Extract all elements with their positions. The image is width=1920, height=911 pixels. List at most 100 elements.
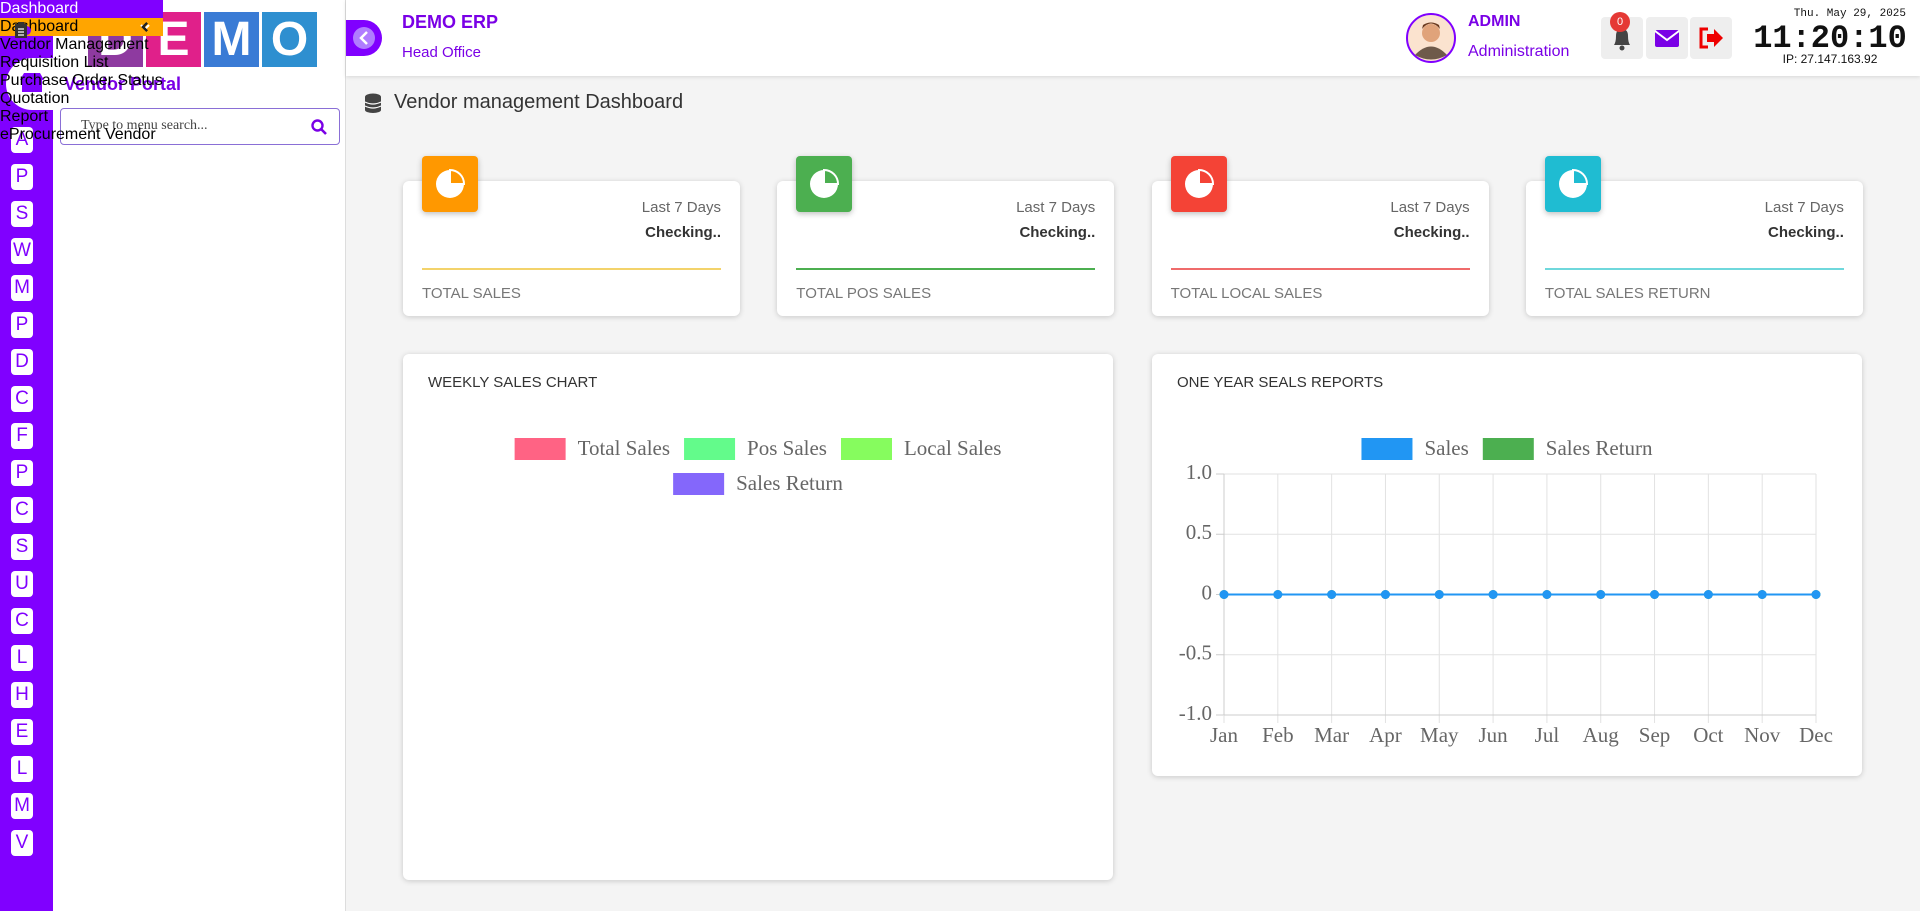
y-tick-label: -0.5 bbox=[1179, 641, 1212, 665]
x-tick-label: Aug bbox=[1583, 723, 1620, 747]
legend-label: Sales Return bbox=[1546, 436, 1653, 460]
y-tick-label: 1.0 bbox=[1186, 460, 1212, 484]
letter-link[interactable]: F bbox=[11, 423, 33, 449]
x-tick-label: Sep bbox=[1639, 723, 1671, 747]
x-tick-label: Apr bbox=[1369, 723, 1402, 747]
user-name: ADMIN bbox=[1468, 13, 1521, 30]
legend-swatch bbox=[1482, 438, 1534, 460]
letter-link[interactable]: A bbox=[11, 127, 33, 153]
letter-link[interactable]: H bbox=[11, 682, 33, 708]
stat-period: Last 7 Days bbox=[1016, 199, 1096, 216]
letter-link[interactable]: V bbox=[11, 830, 33, 856]
page-title: Vendor management Dashboard bbox=[394, 91, 684, 113]
yearly-chart-card bbox=[1152, 354, 1862, 776]
logo-letter: O bbox=[262, 12, 317, 67]
x-tick-label: Nov bbox=[1744, 723, 1781, 747]
menu-label: Purchase Order Status bbox=[0, 72, 163, 89]
letter-link[interactable]: C bbox=[11, 386, 33, 412]
menu-label: Requisition List bbox=[0, 54, 109, 71]
stat-period: Last 7 Days bbox=[1390, 199, 1470, 216]
y-tick-label: 0 bbox=[1202, 580, 1213, 604]
legend-label: Local Sales bbox=[904, 436, 1001, 460]
title-icon bbox=[364, 93, 382, 113]
menu-label: eProcurement Vendor bbox=[0, 126, 156, 143]
x-tick-label: Jul bbox=[1535, 723, 1560, 747]
x-tick-label: Dec bbox=[1799, 723, 1833, 747]
notification-badge: 0 bbox=[1610, 12, 1630, 32]
letter-link[interactable]: M bbox=[11, 275, 33, 301]
clock: 11:20:10 bbox=[1753, 20, 1907, 57]
stat-rule bbox=[796, 268, 1096, 270]
avatar bbox=[1406, 13, 1456, 63]
x-tick-label: Feb bbox=[1262, 723, 1294, 747]
menu-label: Report bbox=[0, 108, 49, 125]
logout-button[interactable] bbox=[1690, 17, 1732, 59]
notifications-button[interactable] bbox=[1601, 17, 1643, 59]
app-title: DEMO ERP bbox=[402, 12, 499, 32]
mail-button[interactable] bbox=[1646, 17, 1688, 59]
line-point bbox=[1488, 590, 1498, 599]
legend-swatch bbox=[1361, 438, 1413, 460]
legend-label: Sales Return bbox=[736, 471, 843, 495]
letter-link[interactable]: U bbox=[11, 571, 33, 597]
legend-swatch bbox=[840, 438, 892, 460]
stat-icon bbox=[422, 156, 478, 212]
menu-label: Vendor Management bbox=[0, 36, 149, 53]
ip-address: IP: 27.147.163.92 bbox=[1782, 52, 1878, 66]
search-placeholder: Type to menu search... bbox=[81, 118, 208, 133]
x-tick-label: Mar bbox=[1314, 723, 1349, 747]
stat-period: Last 7 Days bbox=[641, 199, 721, 216]
x-tick-label: Jan bbox=[1210, 723, 1238, 747]
line-point bbox=[1542, 590, 1552, 599]
line-point bbox=[1596, 590, 1606, 599]
menu-search[interactable]: Type to menu search... bbox=[60, 108, 340, 145]
letter-link[interactable]: L bbox=[11, 645, 33, 671]
y-tick-label: -1.0 bbox=[1179, 701, 1212, 725]
letter-link[interactable]: P bbox=[11, 460, 33, 486]
line-point bbox=[1380, 590, 1390, 599]
legend-label: Pos Sales bbox=[747, 436, 827, 460]
collapse-button[interactable] bbox=[346, 20, 382, 56]
legend-swatch bbox=[684, 438, 736, 460]
menu-chevron bbox=[139, 20, 151, 38]
letter-link[interactable]: S bbox=[11, 201, 33, 227]
menu-label: Dashboard bbox=[0, 0, 79, 17]
stat-label: TOTAL SALES RETURN bbox=[1544, 285, 1711, 302]
line-point bbox=[1811, 590, 1821, 599]
line-point bbox=[1327, 590, 1337, 599]
x-tick-label: May bbox=[1420, 723, 1459, 747]
stat-rule bbox=[1544, 268, 1844, 270]
legend-swatch bbox=[673, 473, 725, 495]
chart-title: WEEKLY SALES CHART bbox=[428, 374, 597, 391]
branch: Head Office bbox=[402, 44, 481, 61]
y-tick-label: 0.5 bbox=[1186, 520, 1212, 544]
portal-tab bbox=[6, 58, 58, 110]
stat-rule bbox=[1170, 268, 1470, 270]
menu: Dashboard Dashboard Vendor Management Requi… bbox=[0, 0, 163, 144]
letter-link[interactable]: M bbox=[11, 793, 33, 819]
stat-icon bbox=[1170, 156, 1227, 212]
chart-title: ONE YEAR SEALS REPORTS bbox=[1177, 374, 1383, 391]
menu-item[interactable]: eProcurement Vendor bbox=[0, 22, 163, 144]
sidebar bbox=[53, 0, 346, 911]
letter-link[interactable]: P bbox=[11, 312, 33, 338]
stat-card: Last 7 Days Checking.. TOTAL SALES bbox=[403, 181, 740, 316]
letter-link[interactable]: D bbox=[11, 349, 33, 375]
x-tick-label: Jun bbox=[1478, 723, 1508, 747]
letter-link[interactable]: C bbox=[11, 497, 33, 523]
letter-link[interactable]: W bbox=[11, 238, 33, 264]
menu-label: Quotation bbox=[0, 90, 70, 107]
legend-swatch bbox=[514, 438, 566, 460]
letter-link[interactable]: E bbox=[11, 719, 33, 745]
stat-status: Checking.. bbox=[1768, 224, 1844, 241]
date: Thu. May 29, 2025 bbox=[1793, 8, 1906, 20]
stat-label: TOTAL POS SALES bbox=[796, 285, 932, 302]
letter-link[interactable]: P bbox=[11, 164, 33, 190]
letter-link[interactable]: S bbox=[11, 534, 33, 560]
letter-link[interactable]: C bbox=[11, 608, 33, 634]
letter-link[interactable]: L bbox=[11, 756, 33, 782]
line-point bbox=[1219, 590, 1229, 599]
